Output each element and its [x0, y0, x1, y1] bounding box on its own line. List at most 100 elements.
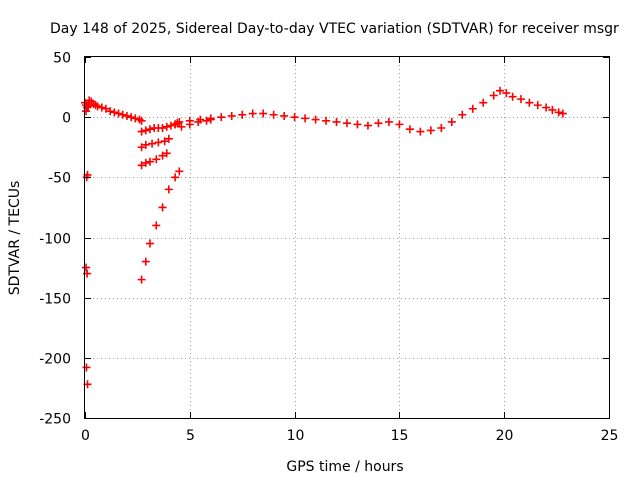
- data-point: [145, 239, 154, 248]
- data-point: [122, 111, 131, 120]
- chart-title: Day 148 of 2025, Sidereal Day-to-day VTE…: [50, 21, 619, 37]
- data-point: [152, 221, 161, 230]
- data-point: [311, 115, 320, 124]
- data-point: [158, 151, 167, 160]
- data-point: [468, 104, 477, 113]
- data-point: [162, 122, 171, 131]
- data-point: [82, 107, 91, 116]
- data-point: [558, 109, 567, 118]
- data-point: [290, 113, 299, 122]
- y-tick-label: -100: [39, 232, 71, 248]
- data-point: [137, 161, 146, 170]
- plot-frame: [84, 56, 610, 419]
- data-point: [141, 257, 150, 266]
- data-point: [548, 105, 557, 114]
- data-point: [137, 143, 146, 152]
- data-point: [110, 108, 119, 117]
- data-point: [82, 263, 91, 272]
- data-point: [160, 137, 169, 146]
- data-point: [175, 117, 184, 126]
- data-point: [127, 113, 136, 122]
- y-tick-label: -250: [39, 412, 71, 428]
- data-point: [164, 134, 173, 143]
- data-point: [269, 110, 278, 119]
- data-point: [185, 116, 194, 125]
- data-point: [542, 103, 551, 112]
- data-point: [154, 138, 163, 147]
- data-point: [227, 111, 236, 120]
- data-point: [363, 121, 372, 130]
- data-point: [196, 115, 205, 124]
- data-point: [158, 123, 167, 132]
- data-point: [177, 122, 186, 131]
- data-point: [489, 91, 498, 100]
- data-point: [137, 275, 146, 284]
- data-point: [145, 157, 154, 166]
- data-point: [82, 363, 91, 372]
- data-point: [166, 121, 175, 130]
- data-point: [525, 98, 534, 107]
- data-point: [248, 109, 257, 118]
- data-point: [164, 185, 173, 194]
- data-point: [395, 120, 404, 129]
- data-points: [81, 86, 567, 389]
- data-point: [259, 109, 268, 118]
- data-point: [479, 98, 488, 107]
- y-axis-label: SDTVAR / TECUs: [7, 181, 23, 296]
- data-point: [106, 107, 115, 116]
- x-tick-label: 10: [287, 428, 305, 444]
- x-tick-label: 15: [391, 428, 409, 444]
- data-point: [437, 123, 446, 132]
- data-point: [458, 110, 467, 119]
- data-point: [131, 114, 140, 123]
- x-axis-label: GPS time / hours: [286, 459, 403, 475]
- data-point: [175, 167, 184, 176]
- y-tick-label: -200: [39, 352, 71, 368]
- y-tick-label: -50: [48, 171, 71, 187]
- data-point: [353, 120, 362, 129]
- data-point: [93, 102, 102, 111]
- data-point: [141, 126, 150, 135]
- x-tick-label: 0: [81, 428, 90, 444]
- data-point: [158, 203, 167, 212]
- data-point: [496, 86, 505, 95]
- y-tick-label: 50: [53, 51, 71, 67]
- data-point: [171, 173, 180, 182]
- data-point: [238, 110, 247, 119]
- data-point: [141, 140, 150, 149]
- data-point: [301, 114, 310, 123]
- data-point: [217, 113, 226, 122]
- data-point: [148, 139, 157, 148]
- data-point: [508, 92, 517, 101]
- data-point: [137, 127, 146, 136]
- axis-tick-labels: 0 5 10 15 20 25 -250 -200 -150 -100 -50 0 50: [39, 51, 618, 445]
- data-point: [426, 126, 435, 135]
- data-point: [171, 120, 180, 129]
- data-point: [447, 117, 456, 126]
- x-tick-label: 5: [186, 428, 195, 444]
- x-tick-label: 25: [601, 428, 619, 444]
- data-point: [405, 125, 414, 134]
- data-point: [162, 149, 171, 158]
- y-tick-label: -150: [39, 292, 71, 308]
- data-point: [416, 127, 425, 136]
- data-point: [374, 119, 383, 128]
- data-point: [152, 155, 161, 164]
- axis-ticks: [85, 57, 610, 419]
- data-point: [343, 119, 351, 128]
- data-point: [202, 116, 211, 125]
- data-point: [118, 110, 127, 119]
- grid-lines: [85, 57, 609, 418]
- data-point: [322, 116, 331, 125]
- data-point: [533, 101, 542, 110]
- y-tick-label: 0: [62, 111, 71, 127]
- data-point: [141, 158, 150, 167]
- data-point: [137, 116, 146, 125]
- data-point: [384, 117, 393, 126]
- data-point: [101, 104, 110, 113]
- data-point: [516, 95, 525, 104]
- data-point: [502, 89, 511, 98]
- data-point: [280, 111, 289, 120]
- data-point: [97, 103, 106, 112]
